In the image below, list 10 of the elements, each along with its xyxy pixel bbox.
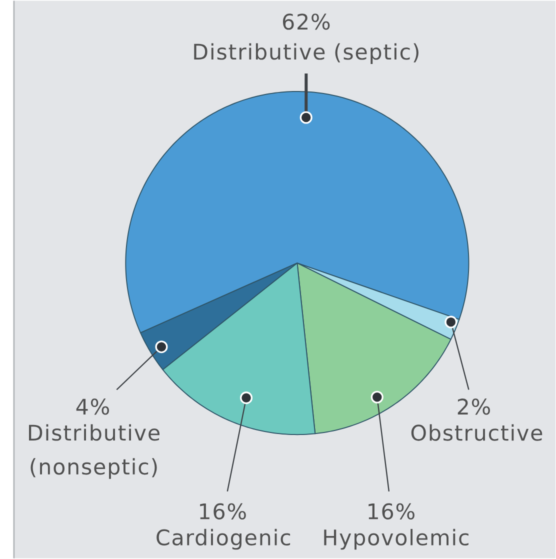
- slice-label: Distributive (nonseptic): [29, 424, 160, 479]
- data-label: 4%: [76, 398, 110, 415]
- data-label: 2%: [458, 398, 490, 415]
- slice-label: Hypovolemic: [324, 528, 469, 550]
- data-label: 16%: [200, 503, 246, 520]
- data-label: 62%: [283, 14, 330, 30]
- slice-label: Distributive (septic): [194, 43, 419, 64]
- slice-label: Obstructive: [412, 424, 542, 441]
- slice-label: Cardiogenic: [156, 528, 290, 550]
- data-label: 16%: [368, 503, 415, 520]
